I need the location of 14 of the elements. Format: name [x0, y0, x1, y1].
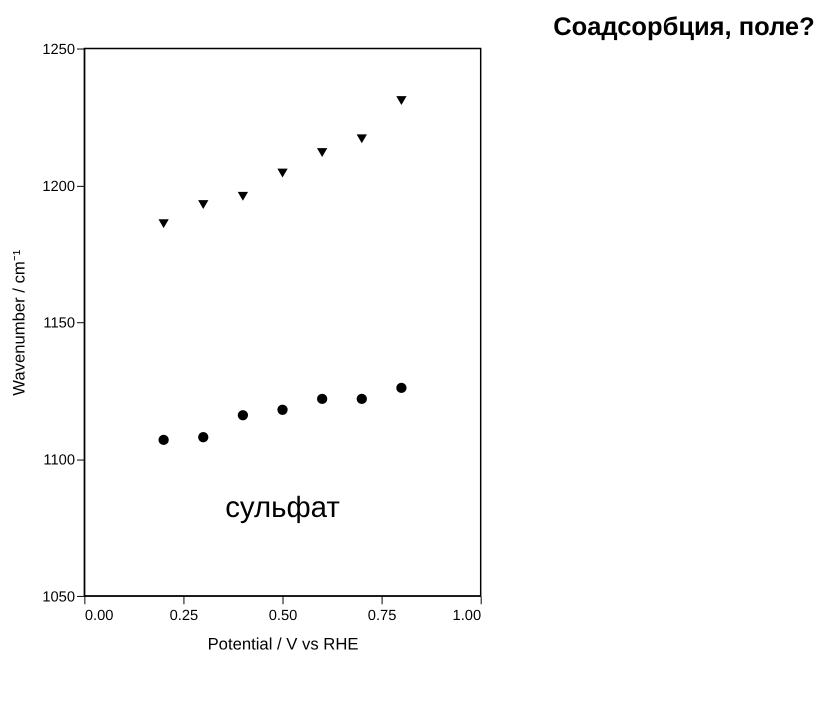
y-tick-label: 1150: [43, 316, 76, 332]
annotation: сульфат: [225, 491, 340, 524]
x-axis-title: Potential / V vs RHE: [208, 634, 358, 654]
x-tick-label: 1.00: [452, 608, 482, 624]
y-tick-label: 1100: [43, 452, 76, 468]
x-tick-label: 0.75: [368, 608, 396, 624]
y-tick-label: 1050: [42, 589, 76, 606]
y-axis-title: Wavenumber / cm⁻¹: [10, 249, 29, 396]
y-tick-label: 1200: [42, 178, 76, 195]
text: Соадсорбция, поле?: [553, 12, 815, 41]
y-tick-label: 1250: [42, 42, 76, 58]
x-tick-label: 0.50: [268, 608, 298, 624]
x-tick-label: 0.00: [84, 608, 114, 624]
x-tick-label: 0.25: [170, 608, 198, 624]
